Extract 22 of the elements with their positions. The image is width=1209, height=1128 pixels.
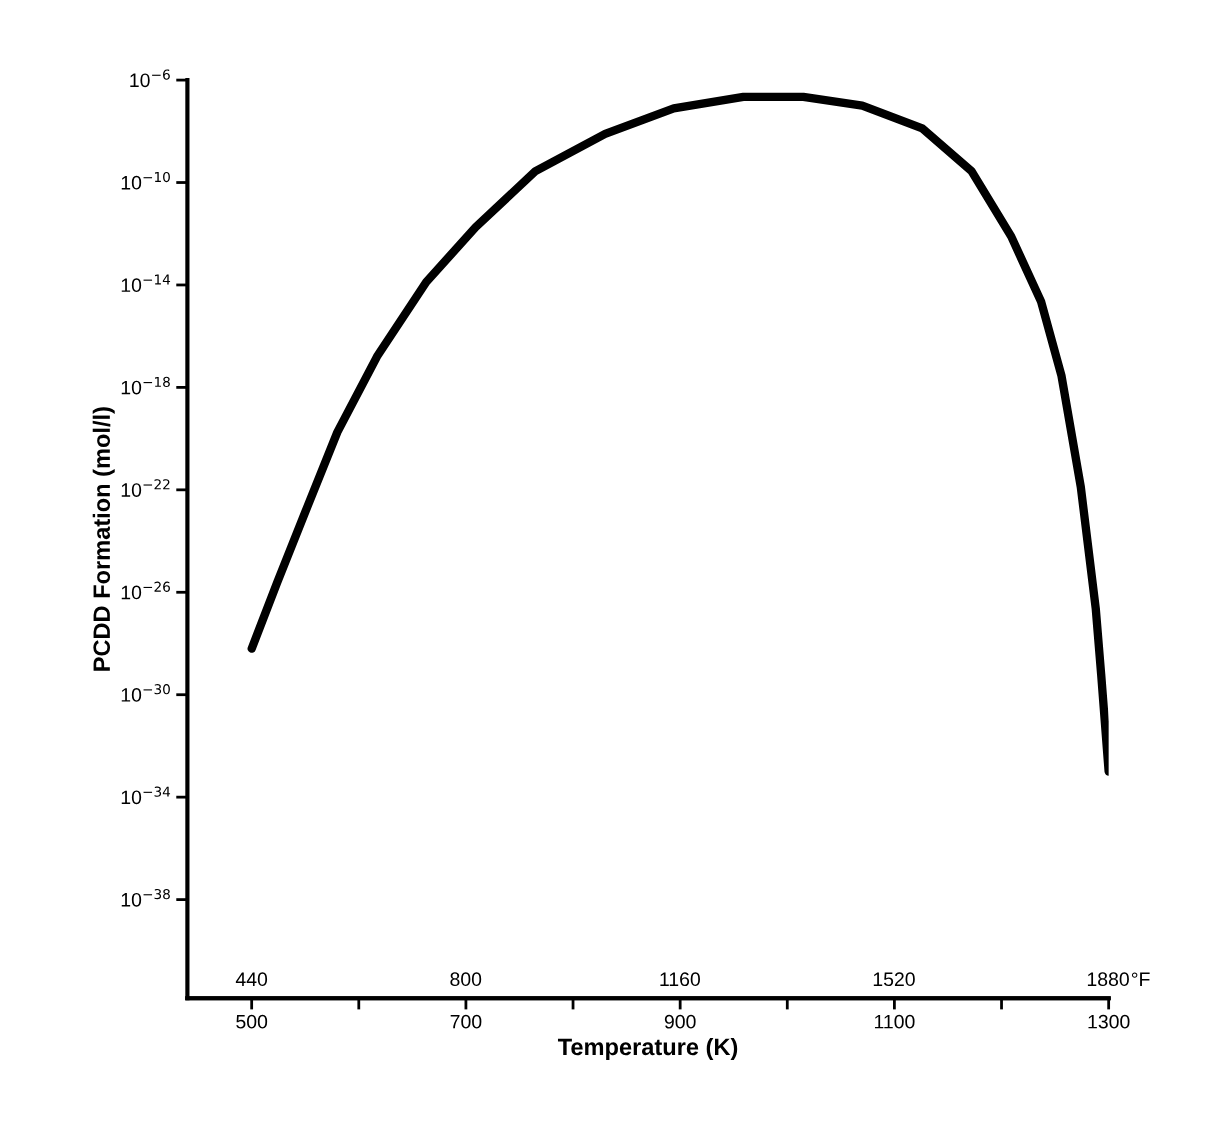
x-tick-label: 1100: [874, 1014, 915, 1029]
y-tick-label: 10$^{−34}$: [121, 786, 171, 805]
x-tick-label: 1300: [1088, 1014, 1130, 1029]
x-tick-label: 700: [450, 1014, 482, 1029]
y-axis-title: PCDD Formation (mol/l): [92, 407, 115, 671]
y-tick-label: 10$^{−6}$: [130, 69, 170, 88]
y-tick-label: 10$^{−10}$: [121, 171, 170, 190]
x2-axis-title: °F: [1131, 972, 1150, 986]
y-tick-label: 10$^{−26}$: [121, 581, 170, 600]
x2-tick-label: 1160: [660, 972, 700, 987]
y-tick-label: 10$^{−30}$: [121, 684, 170, 702]
y-tick-label: 10$^{−38}$: [121, 888, 170, 907]
y-tick-label: 10$^{−14}$: [121, 274, 171, 293]
x2-tick-label: 800: [450, 972, 482, 987]
x2-tick-label: 1520: [873, 972, 915, 987]
x-tick-label: 500: [236, 1014, 268, 1029]
x-tick-label: 900: [664, 1014, 696, 1029]
x2-tick-label: 440: [235, 972, 268, 987]
y-tick-label: 10$^{−18}$: [121, 376, 170, 395]
y-tick-label: 10$^{−22}$: [121, 479, 170, 497]
x2-tick-label: 1880: [1087, 972, 1129, 987]
x-axis-title: Temperature (K): [557, 1037, 738, 1060]
